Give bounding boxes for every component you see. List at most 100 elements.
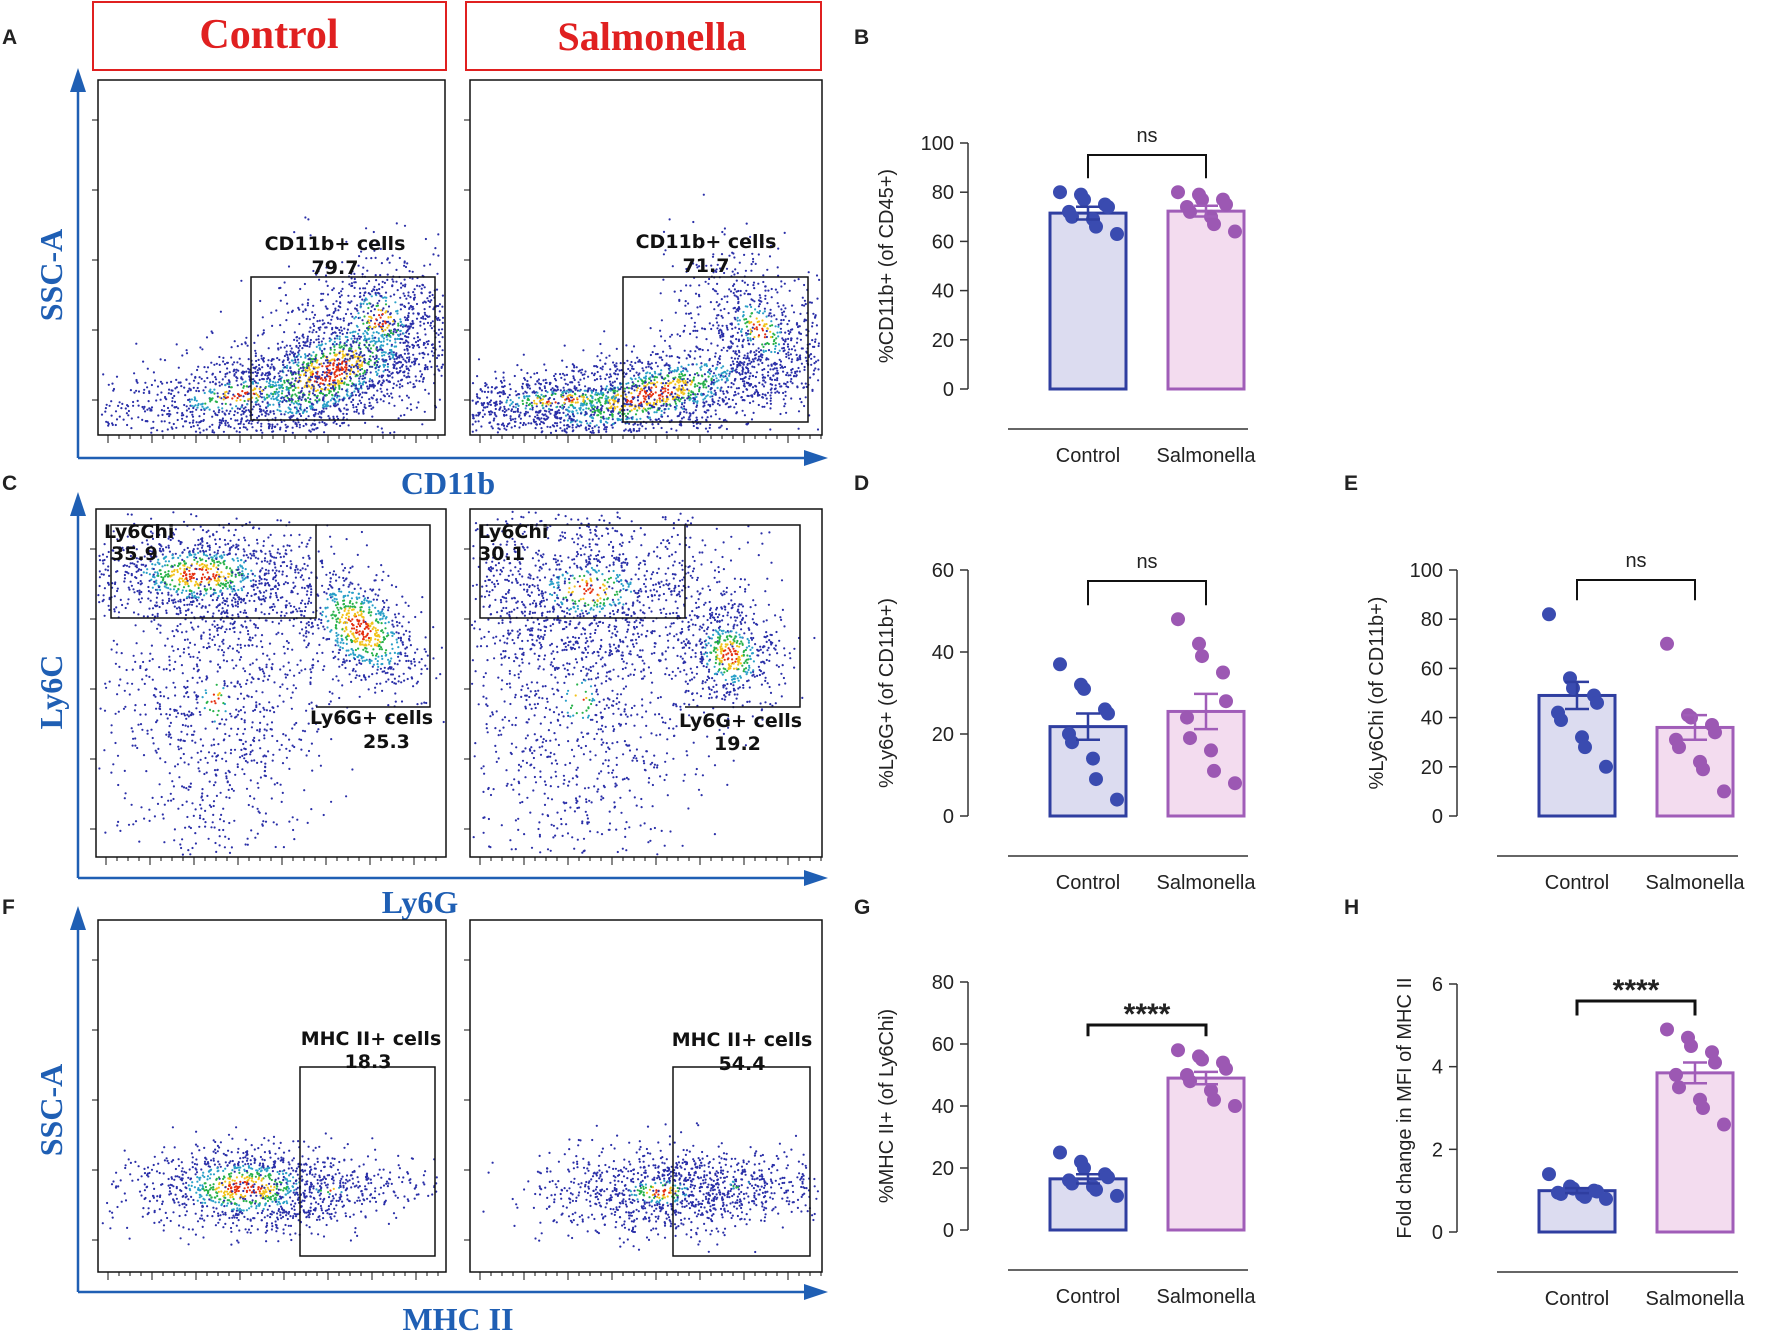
event-dot [336,381,339,384]
event-dot [383,281,386,284]
event-dot [441,336,444,339]
event-dot [535,405,538,408]
event-dot [227,383,230,386]
event-dot [326,361,329,364]
event-dot [200,377,203,380]
event-dot [761,393,764,396]
event-dot [300,398,303,401]
event-dot [167,412,170,415]
event-dot [751,326,754,329]
event-dot [161,413,164,416]
event-dot [362,332,365,335]
event-dot [614,396,618,399]
event-dot [303,385,306,389]
event-dot [718,357,721,360]
event-dot [304,309,307,312]
event-dot [584,393,587,396]
event-dot [132,400,135,404]
event-dot [417,339,420,342]
event-dot [579,412,583,415]
event-dot [710,387,713,390]
event-dot [786,381,789,384]
event-dot [658,407,661,410]
event-dot [297,421,300,424]
event-dot [650,362,653,365]
event-dot [281,400,284,404]
event-dot [671,395,675,398]
event-dot [619,382,622,385]
event-dot [593,379,597,382]
event-dot [236,361,239,364]
x-axis-arrowhead [804,450,828,466]
event-dot [540,420,543,423]
event-dot [515,394,518,397]
event-dot [295,402,298,405]
event-dot [426,368,429,371]
event-dot [714,355,717,358]
event-dot [362,409,365,412]
event-dot [599,412,602,415]
event-dot [276,408,279,411]
event-dot [676,396,679,399]
event-dot [271,395,275,398]
event-dot [288,397,291,401]
event-dot [423,410,426,413]
event-dot [329,372,332,375]
event-dot [559,405,562,408]
event-dot [699,422,702,425]
event-dot [750,263,753,266]
event-dot [363,335,366,338]
event-dot [483,390,486,393]
event-dot [568,388,572,391]
event-dot [612,361,615,364]
event-dot [738,355,741,358]
event-dot [536,380,539,383]
axis-label-ssc-a: SSC-A [33,229,69,321]
event-dot [573,378,576,382]
event-dot [294,377,297,380]
event-dot [309,360,313,363]
event-dot [384,291,388,294]
event-dot [642,395,645,398]
event-dot [582,408,585,411]
event-dot [267,359,270,362]
event-dot [660,426,663,430]
event-dot [422,322,426,325]
event-dot [285,353,288,356]
event-dot [717,379,720,382]
event-dot [633,422,637,425]
event-dot [196,406,199,409]
event-dot [192,425,195,428]
event-dot [553,398,556,401]
event-dot [585,412,588,415]
event-dot [602,423,606,426]
event-dot [785,411,788,414]
event-dot [781,347,784,350]
event-dot [311,371,314,374]
event-dot [766,391,770,394]
event-dot [313,393,316,397]
event-dot [798,325,801,328]
event-dot [700,365,703,368]
event-dot [429,321,433,325]
event-dot [325,355,328,359]
event-dot [585,402,588,405]
event-dot [603,330,606,333]
event-dot [531,408,534,411]
event-dot [576,401,579,404]
event-dot [384,368,387,372]
event-dot [776,377,779,380]
event-dot [372,344,375,347]
event-dot [276,357,279,360]
event-dot [297,346,300,350]
event-dot [393,431,396,434]
event-dot [403,224,407,227]
event-dot [424,237,427,241]
event-dot [361,298,364,301]
event-dot [375,304,378,308]
event-dot [535,402,538,405]
event-dot [769,399,772,402]
event-dot [499,400,502,403]
event-dot [769,308,772,311]
event-dot [161,430,164,433]
